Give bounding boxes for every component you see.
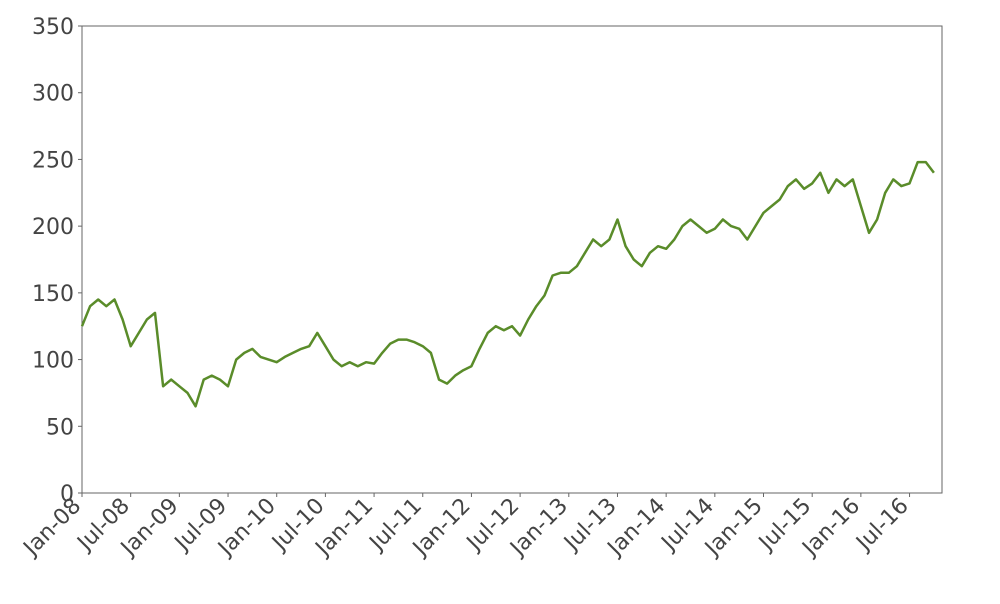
plot-frame bbox=[81, 25, 943, 494]
y-tick-label: 100 bbox=[32, 349, 74, 374]
y-tick-label: 350 bbox=[32, 15, 74, 40]
y-tick-label: 300 bbox=[32, 82, 74, 107]
y-tick-label: 150 bbox=[32, 282, 74, 307]
data-line bbox=[80, 160, 935, 408]
y-tick-label: 50 bbox=[46, 415, 74, 440]
x-tick-label: Jul-16 bbox=[851, 494, 914, 557]
y-tick-label: 0 bbox=[60, 482, 74, 507]
y-tick-label: 250 bbox=[32, 148, 74, 173]
x-tick-label: Jan-08 bbox=[18, 494, 86, 562]
y-tick-label: 200 bbox=[32, 215, 74, 240]
